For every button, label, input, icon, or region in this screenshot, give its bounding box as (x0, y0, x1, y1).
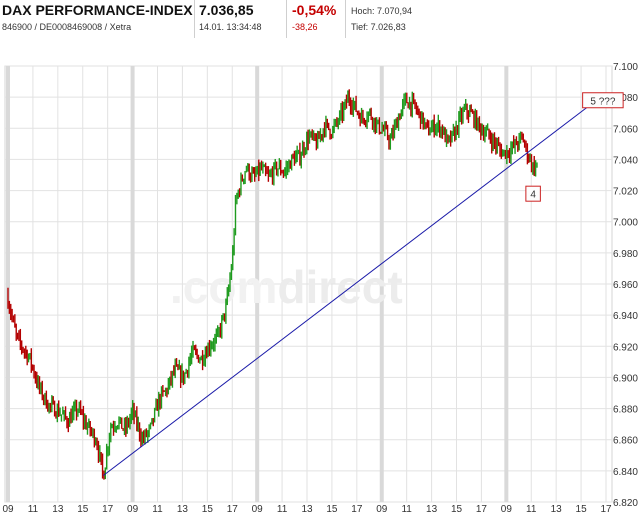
quote-timestamp: 14.01. 13:34:48 (199, 22, 262, 32)
y-tick-label: 6.840 (613, 467, 638, 478)
x-tick-label: 13 (177, 504, 189, 515)
y-tick-label: 6.880 (613, 405, 638, 416)
x-tick-label: 13 (551, 504, 563, 515)
watermark: .comdirect (170, 261, 403, 313)
y-tick-label: 7.060 (613, 124, 638, 135)
x-tick-label: 09 (2, 504, 14, 515)
watermark-direct: direct (277, 261, 402, 313)
header-divider (194, 0, 195, 38)
x-tick-label: 17 (476, 504, 488, 515)
day-separator (504, 66, 509, 502)
quote-header: DAX PERFORMANCE-INDEX 846900 / DE0008469… (0, 0, 640, 38)
watermark-com: .com (170, 261, 277, 313)
day-separator (255, 66, 260, 502)
x-tick-label: 15 (451, 504, 463, 515)
annotation-label: 5 ??? (590, 96, 615, 107)
x-tick-label: 11 (526, 504, 537, 515)
y-tick-label: 6.820 (613, 498, 638, 509)
day-high: Hoch: 7.070,94 (351, 6, 413, 16)
annotation: 4 (525, 185, 541, 202)
y-tick-label: 7.100 (613, 62, 638, 73)
x-tick-label: 17 (102, 504, 114, 515)
ohlc-bars (7, 89, 538, 480)
header-divider (286, 0, 287, 38)
price-cell: 7.036,85 14.01. 13:34:48 (195, 0, 287, 38)
y-tick-label: 6.860 (613, 436, 638, 447)
trend-line (103, 102, 593, 476)
annotation-box (582, 92, 624, 109)
x-tick-label: 17 (227, 504, 239, 515)
x-tick-label: 13 (52, 504, 64, 515)
x-tick-label: 11 (277, 504, 288, 515)
x-tick-label: 17 (600, 504, 612, 515)
range-cell: Hoch: 7.070,94 Tief: 7.026,83 (345, 0, 485, 38)
x-tick-label: 09 (501, 504, 513, 515)
day-separator (6, 66, 10, 502)
x-tick-label: 15 (576, 504, 588, 515)
day-separator (130, 66, 135, 502)
y-tick-label: 7.080 (613, 93, 638, 104)
x-tick-label: 13 (301, 504, 313, 515)
x-tick-label: 13 (426, 504, 438, 515)
annotation-box (525, 185, 541, 202)
day-separator (379, 66, 384, 502)
annotation: 5 ??? (582, 92, 624, 109)
instrument-name: DAX PERFORMANCE-INDEX (2, 2, 193, 18)
x-tick-label: 15 (326, 504, 338, 515)
instrument-cell: DAX PERFORMANCE-INDEX 846900 / DE0008469… (0, 0, 193, 38)
header-divider (345, 0, 346, 38)
y-axis: 6.820 6.840 6.860 6.880 6.900 6.920 6.940 6.960… (613, 62, 638, 509)
x-tick-label: 15 (202, 504, 214, 515)
price-chart: .comdirect 6.820 6.840 6.860 6.880 6.900 6.92… (2, 62, 638, 515)
annotation-label: 4 (530, 190, 536, 201)
change-percent: -0,54% (292, 2, 337, 18)
y-tick-label: 6.960 (613, 280, 638, 291)
x-axis: 09 11 13 15 17 09 11 13 15 17 09 11 13 15 17 09 11 13 15 17… (2, 504, 612, 515)
x-tick-label: 11 (152, 504, 163, 515)
x-tick-label: 09 (252, 504, 264, 515)
change-absolute: -38,26 (292, 22, 318, 32)
x-tick-label: 09 (127, 504, 139, 515)
day-low: Tief: 7.026,83 (351, 22, 406, 32)
change-cell: -0,54% -38,26 (287, 0, 344, 38)
annotations: 5 ??? 4 (525, 92, 624, 202)
y-tick-label: 6.980 (613, 249, 638, 260)
y-tick-label: 7.000 (613, 218, 638, 229)
x-tick-label: 15 (77, 504, 89, 515)
grid (5, 65, 612, 503)
instrument-ids: 846900 / DE0008469008 / Xetra (2, 22, 132, 32)
x-tick-label: 11 (401, 504, 412, 515)
x-tick-label: 09 (376, 504, 388, 515)
y-tick-label: 6.920 (613, 342, 638, 353)
y-tick-label: 7.020 (613, 187, 638, 198)
x-tick-label: 17 (351, 504, 363, 515)
y-tick-label: 7.040 (613, 155, 638, 166)
y-tick-label: 6.900 (613, 373, 638, 384)
y-tick-label: 6.940 (613, 311, 638, 322)
last-price: 7.036,85 (199, 2, 254, 18)
x-tick-label: 11 (28, 504, 39, 515)
